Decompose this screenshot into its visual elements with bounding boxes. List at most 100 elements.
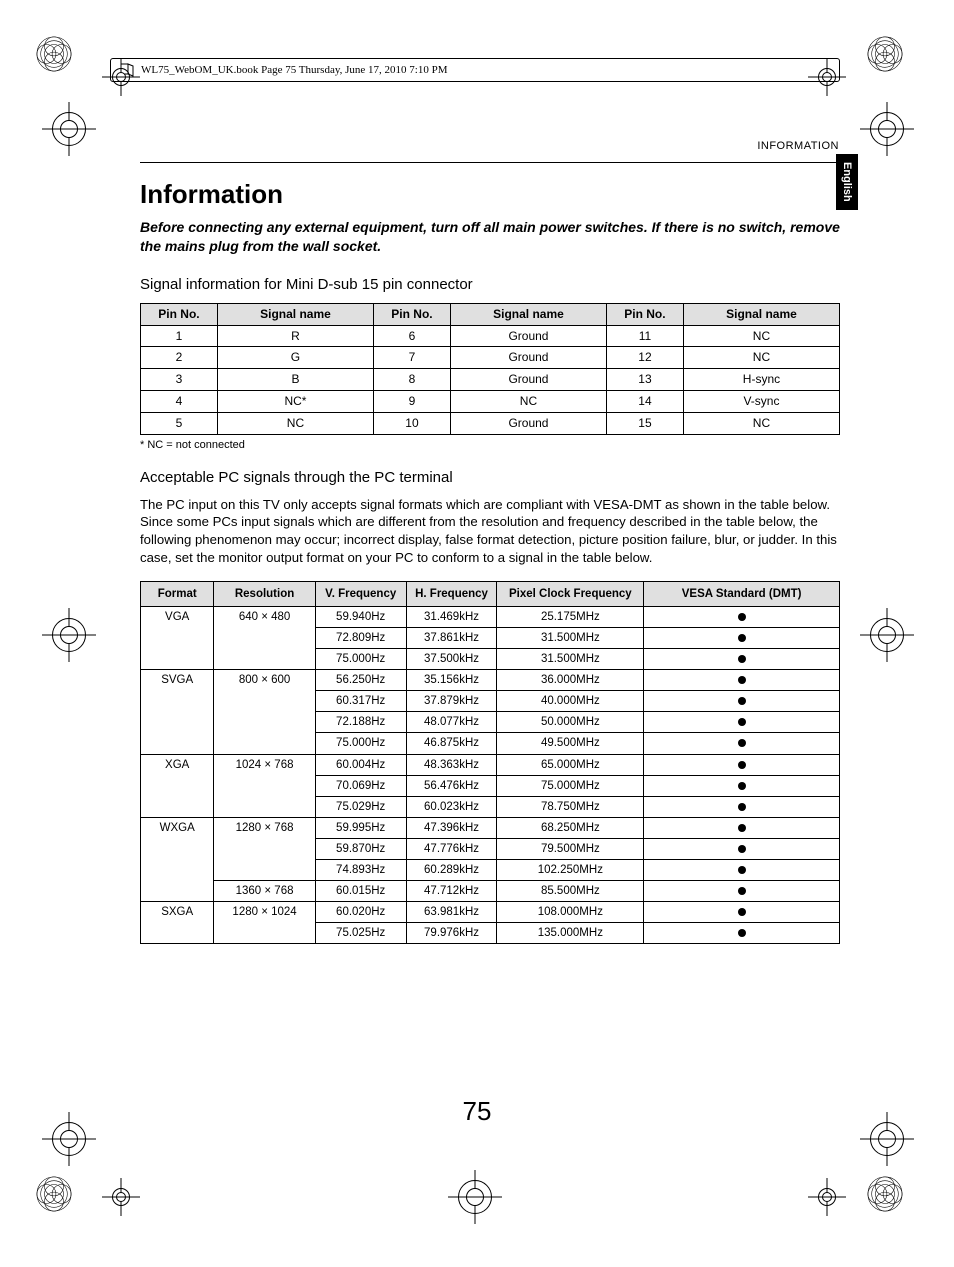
registration-mark-small-icon	[818, 1188, 836, 1206]
value-cell: 47.712kHz	[406, 881, 497, 902]
value-cell: 60.317Hz	[315, 691, 406, 712]
vesa-dot-cell	[644, 691, 840, 712]
value-cell: 135.000MHz	[497, 923, 644, 944]
table-row: 4NC*9NC14V-sync	[141, 390, 840, 412]
section1-heading: Signal information for Mini D-sub 15 pin…	[140, 276, 840, 293]
vesa-dot-cell	[644, 923, 840, 944]
table-cell: Ground	[450, 369, 606, 391]
table-row: 1360 × 76860.015Hz47.712kHz85.500MHz	[141, 881, 840, 902]
table-cell: 2	[141, 347, 218, 369]
value-cell: 46.875kHz	[406, 733, 497, 754]
value-cell: 59.940Hz	[315, 606, 406, 627]
table-cell: 9	[373, 390, 450, 412]
dot-icon	[738, 866, 746, 874]
value-cell: 49.500MHz	[497, 733, 644, 754]
table-cell: 4	[141, 390, 218, 412]
resolution-cell: 1280 × 768	[214, 817, 315, 880]
registration-mark-icon	[52, 618, 86, 652]
registration-mark-small-icon	[112, 1188, 130, 1206]
value-cell: 37.500kHz	[406, 649, 497, 670]
resolution-cell: 800 × 600	[214, 670, 315, 754]
section2-paragraph: The PC input on this TV only accepts sig…	[140, 496, 840, 567]
language-tab: English	[836, 154, 858, 210]
vesa-dot-cell	[644, 860, 840, 881]
value-cell: 35.156kHz	[406, 670, 497, 691]
table-header: VESA Standard (DMT)	[644, 581, 840, 606]
vesa-dot-cell	[644, 838, 840, 859]
dot-icon	[738, 676, 746, 684]
vesa-dot-cell	[644, 754, 840, 775]
table-cell: Ground	[450, 347, 606, 369]
table-header: V. Frequency	[315, 581, 406, 606]
table-header: Pin No.	[373, 303, 450, 325]
dot-icon	[738, 761, 746, 769]
value-cell: 47.776kHz	[406, 838, 497, 859]
value-cell: 48.363kHz	[406, 754, 497, 775]
dot-icon	[738, 887, 746, 895]
table-cell: NC	[450, 390, 606, 412]
table-header: Pixel Clock Frequency	[497, 581, 644, 606]
registration-mark-icon	[52, 1122, 86, 1156]
value-cell: 60.020Hz	[315, 902, 406, 923]
value-cell: 36.000MHz	[497, 670, 644, 691]
table-header: Signal name	[217, 303, 373, 325]
safety-warning: Before connecting any external equipment…	[140, 218, 840, 256]
resolution-cell: 1024 × 768	[214, 754, 315, 817]
table-header: Signal name	[450, 303, 606, 325]
table-cell: 15	[606, 412, 683, 434]
value-cell: 31.500MHz	[497, 649, 644, 670]
value-cell: 56.250Hz	[315, 670, 406, 691]
table-header: Resolution	[214, 581, 315, 606]
pin-signal-table: Pin No.Signal namePin No.Signal namePin …	[140, 303, 840, 435]
registration-mark-icon	[870, 1122, 904, 1156]
value-cell: 75.000Hz	[315, 649, 406, 670]
table-cell: 3	[141, 369, 218, 391]
table-header: H. Frequency	[406, 581, 497, 606]
nc-footnote: * NC = not connected	[140, 439, 840, 451]
dot-icon	[738, 655, 746, 663]
value-cell: 60.004Hz	[315, 754, 406, 775]
format-cell: SVGA	[141, 670, 214, 754]
table-cell: 6	[373, 325, 450, 347]
value-cell: 31.500MHz	[497, 628, 644, 649]
dot-icon	[738, 782, 746, 790]
format-cell: WXGA	[141, 817, 214, 901]
dot-icon	[738, 634, 746, 642]
value-cell: 59.995Hz	[315, 817, 406, 838]
value-cell: 50.000MHz	[497, 712, 644, 733]
format-cell: XGA	[141, 754, 214, 817]
value-cell: 75.000Hz	[315, 733, 406, 754]
value-cell: 108.000MHz	[497, 902, 644, 923]
table-cell: 1	[141, 325, 218, 347]
value-cell: 31.469kHz	[406, 606, 497, 627]
value-cell: 102.250MHz	[497, 860, 644, 881]
page-title: Information	[140, 179, 840, 210]
dot-icon	[738, 845, 746, 853]
value-cell: 65.000MHz	[497, 754, 644, 775]
vesa-dot-cell	[644, 733, 840, 754]
value-cell: 75.025Hz	[315, 923, 406, 944]
resolution-cell: 1360 × 768	[214, 881, 315, 902]
table-cell: V-sync	[683, 390, 839, 412]
value-cell: 78.750MHz	[497, 796, 644, 817]
table-row: SVGA800 × 60056.250Hz35.156kHz36.000MHz	[141, 670, 840, 691]
value-cell: 48.077kHz	[406, 712, 497, 733]
value-cell: 37.861kHz	[406, 628, 497, 649]
dot-icon	[738, 803, 746, 811]
dot-icon	[738, 613, 746, 621]
vesa-dot-cell	[644, 796, 840, 817]
value-cell: 75.029Hz	[315, 796, 406, 817]
table-header: Format	[141, 581, 214, 606]
table-row: 5NC10Ground15NC	[141, 412, 840, 434]
value-cell: 72.809Hz	[315, 628, 406, 649]
table-cell: NC	[217, 412, 373, 434]
table-header: Signal name	[683, 303, 839, 325]
running-head-rule	[140, 162, 840, 163]
dot-icon	[738, 739, 746, 747]
dot-icon	[738, 908, 746, 916]
table-cell: 7	[373, 347, 450, 369]
table-cell: NC	[683, 412, 839, 434]
running-head: INFORMATION	[140, 140, 840, 152]
table-row: 3B8Ground13H-sync	[141, 369, 840, 391]
resolution-cell: 1280 × 1024	[214, 902, 315, 944]
